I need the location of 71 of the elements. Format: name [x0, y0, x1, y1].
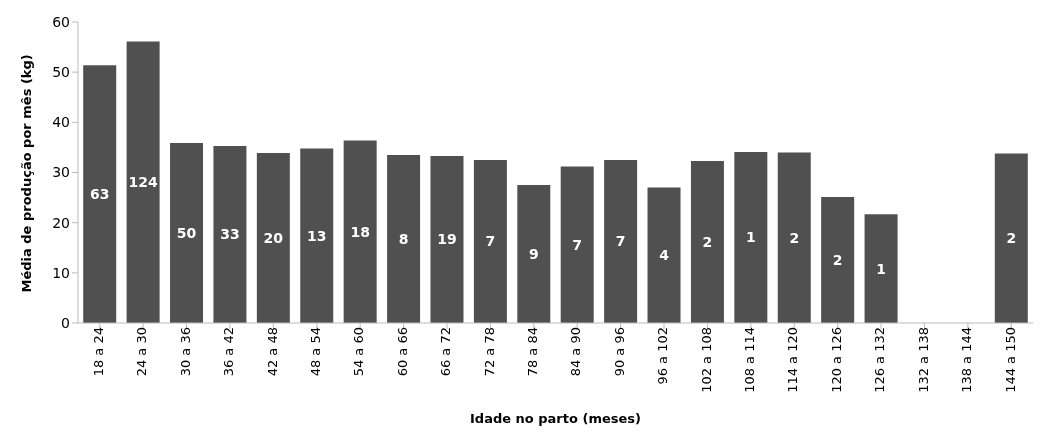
- annotation: 9: [528, 245, 539, 262]
- x-tick-label: 72 a 78: [481, 327, 497, 377]
- x-tick-label: 84 a 90: [568, 327, 584, 377]
- x-tick-label: 18 a 24: [90, 327, 106, 377]
- bar: [256, 152, 290, 323]
- annotation: 1: [876, 260, 886, 277]
- bar: [126, 41, 160, 323]
- bar: [83, 65, 117, 323]
- x-tick-label: 138 a 144: [959, 327, 975, 393]
- annotation: 2: [832, 252, 843, 269]
- annotation: 2: [789, 229, 800, 246]
- annotation: 124: [128, 174, 158, 191]
- x-tick-label: 90 a 96: [611, 327, 627, 377]
- annotation: 8: [398, 230, 409, 247]
- y-axis-title: Média de produção por mês (kg): [18, 54, 34, 293]
- x-tick-label: 96 a 102: [655, 327, 671, 385]
- annotation: 7: [572, 236, 583, 253]
- annotation: 7: [615, 233, 626, 250]
- bar: [517, 185, 551, 323]
- x-tick-label: 60 a 66: [394, 327, 410, 377]
- bar: [647, 187, 681, 323]
- y-tick-label: 60: [52, 13, 70, 30]
- x-tick-label: 36 a 42: [221, 327, 237, 377]
- annotation: 7: [485, 233, 496, 250]
- bar: [343, 140, 377, 323]
- annotation: 50: [176, 224, 197, 241]
- bar: [170, 142, 204, 323]
- bar: [213, 145, 247, 323]
- bar: [864, 214, 898, 323]
- x-tick-label: 114 a 120: [785, 327, 801, 393]
- y-tick-label: 50: [52, 64, 70, 81]
- bar: [690, 160, 724, 323]
- annotation: 2: [702, 233, 713, 250]
- bar: [430, 155, 464, 323]
- bar: [994, 153, 1028, 323]
- bar: [560, 166, 594, 323]
- x-tick-label: 102 a 108: [698, 327, 714, 393]
- bar: [387, 154, 421, 323]
- y-tick-label: 20: [52, 214, 70, 231]
- bar: [473, 159, 507, 323]
- annotation: 4: [659, 247, 670, 264]
- x-tick-label: 132 a 138: [915, 327, 931, 393]
- x-tick-label: 66 a 72: [438, 327, 454, 377]
- bar: [821, 197, 855, 323]
- annotation: 19: [437, 231, 457, 248]
- x-tick-label: 42 a 48: [264, 327, 280, 377]
- bar: [604, 159, 638, 323]
- annotation: 13: [307, 227, 327, 244]
- bar: [777, 152, 811, 323]
- y-tick-label: 40: [52, 114, 70, 131]
- annotation: 20: [263, 229, 284, 246]
- y-tick-label: 0: [61, 314, 70, 331]
- x-tick-label: 48 a 54: [307, 327, 323, 377]
- annotation: 1: [745, 229, 756, 246]
- annotation: 33: [220, 226, 240, 243]
- x-tick-label: 144 a 150: [1002, 327, 1018, 393]
- x-tick-label: 30 a 36: [177, 327, 193, 377]
- x-tick-label: 78 a 84: [525, 327, 541, 377]
- y-tick-label: 30: [52, 164, 70, 181]
- annotation: 18: [350, 223, 370, 240]
- bar: [300, 148, 334, 323]
- annotation: 2: [1006, 230, 1017, 247]
- x-tick-label: 24 a 30: [134, 327, 150, 377]
- x-axis-title: Idade no parto (meses): [470, 411, 641, 426]
- x-tick-label: 108 a 114: [742, 327, 758, 393]
- x-tick-label: 54 a 60: [351, 327, 367, 377]
- x-tick-label: 120 a 126: [828, 327, 844, 393]
- y-tick-label: 10: [52, 264, 70, 281]
- x-tick-label: 126 a 132: [872, 327, 888, 393]
- bar: [734, 151, 768, 323]
- annotation: 63: [89, 186, 110, 203]
